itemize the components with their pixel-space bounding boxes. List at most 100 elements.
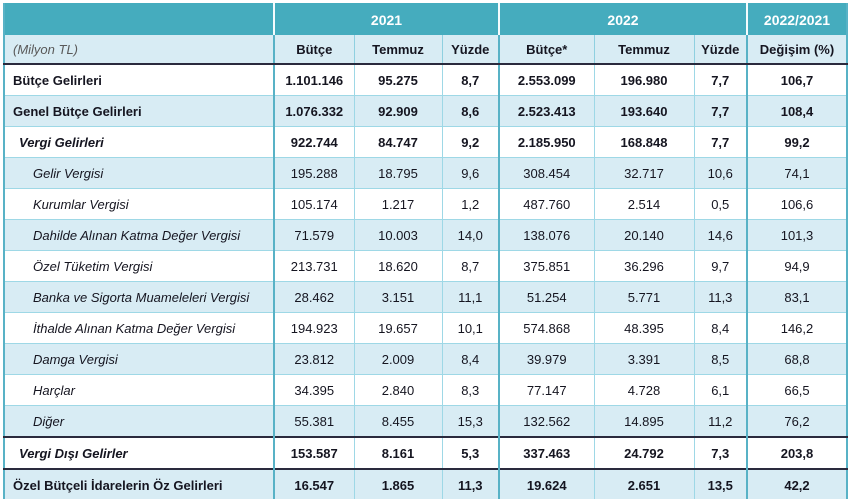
cell-value: 8.455 — [353, 405, 442, 437]
cell-value: 23.812 — [273, 343, 354, 375]
table-row: Damga Vergisi 23.812 2.009 8,4 39.979 3.391 8,… — [4, 343, 847, 375]
table-row: Dahilde Alınan Katma Değer Vergisi 71.579… — [4, 219, 847, 251]
cell-value: 1.865 — [353, 468, 442, 499]
row-label: Diğer — [4, 405, 274, 437]
unit-label: (Milyon TL) — [4, 35, 274, 65]
cell-value: 66,5 — [746, 374, 847, 406]
year-band-corner — [4, 3, 274, 35]
cell-value: 213.731 — [273, 250, 354, 282]
cell-value: 2.009 — [353, 343, 442, 375]
table-row: İthalde Alınan Katma Değer Vergisi 194.92… — [4, 312, 847, 344]
cell-value: 7,7 — [693, 126, 747, 158]
row-label: Damga Vergisi — [4, 343, 274, 375]
cell-value: 51.254 — [498, 281, 594, 313]
cell-value: 8,7 — [441, 63, 499, 96]
cell-value: 42,2 — [746, 468, 847, 499]
cell-value: 153.587 — [273, 436, 354, 469]
budget-revenues-table: 2021 2022 2022/2021 (Milyon TL) Bütçe Temmuz… — [3, 3, 848, 499]
table-row: Genel Bütçe Gelirleri 1.076.332 92.909 8,6 2… — [4, 95, 847, 127]
cell-value: 9,6 — [441, 157, 499, 189]
table-row: Özel Bütçeli İdarelerin Öz Gelirleri 16.5… — [4, 468, 847, 499]
cell-value: 574.868 — [498, 312, 594, 344]
cell-value: 337.463 — [498, 436, 594, 469]
cell-value: 9,2 — [441, 126, 499, 158]
cell-value: 193.640 — [593, 95, 694, 127]
cell-value: 32.717 — [593, 157, 694, 189]
cell-value: 308.454 — [498, 157, 594, 189]
cell-value: 74,1 — [746, 157, 847, 189]
table-row: Diğer 55.381 8.455 15,3 132.562 14.895 11,2 76,… — [4, 405, 847, 437]
table-row: Vergi Dışı Gelirler 153.587 8.161 5,3 337.46… — [4, 436, 847, 469]
cell-value: 95.275 — [353, 63, 442, 96]
cell-value: 28.462 — [273, 281, 354, 313]
cell-value: 1.076.332 — [273, 95, 354, 127]
cell-value: 8,4 — [441, 343, 499, 375]
cell-value: 83,1 — [746, 281, 847, 313]
cell-value: 3.151 — [353, 281, 442, 313]
cell-value: 14.895 — [593, 405, 694, 437]
cell-value: 487.760 — [498, 188, 594, 220]
cell-value: 2.553.099 — [498, 63, 594, 96]
cell-value: 168.848 — [593, 126, 694, 158]
cell-value: 203,8 — [746, 436, 847, 469]
cell-value: 20.140 — [593, 219, 694, 251]
cell-value: 6,1 — [693, 374, 747, 406]
year-band-row: 2021 2022 2022/2021 — [4, 3, 847, 35]
cell-value: 7,3 — [693, 436, 747, 469]
cell-value: 84.747 — [353, 126, 442, 158]
cell-value: 0,5 — [693, 188, 747, 220]
cell-value: 18.620 — [353, 250, 442, 282]
year-group-2022: 2022 — [498, 3, 747, 35]
cell-value: 16.547 — [273, 468, 354, 499]
cell-value: 18.795 — [353, 157, 442, 189]
column-header-row: (Milyon TL) Bütçe Temmuz Yüzde Bütçe* Temmuz Y… — [4, 35, 847, 65]
row-label: Vergi Gelirleri — [4, 126, 274, 158]
cell-value: 7,7 — [693, 95, 747, 127]
cell-value: 48.395 — [593, 312, 694, 344]
row-label: Kurumlar Vergisi — [4, 188, 274, 220]
cell-value: 375.851 — [498, 250, 594, 282]
cell-value: 11,3 — [693, 281, 747, 313]
cell-value: 24.792 — [593, 436, 694, 469]
cell-value: 1,2 — [441, 188, 499, 220]
cell-value: 8,5 — [693, 343, 747, 375]
column-header: Yüzde — [693, 35, 747, 65]
cell-value: 5.771 — [593, 281, 694, 313]
cell-value: 2.514 — [593, 188, 694, 220]
cell-value: 11,3 — [441, 468, 499, 499]
table-row: Özel Tüketim Vergisi 213.731 18.620 8,7 375.… — [4, 250, 847, 282]
cell-value: 11,1 — [441, 281, 499, 313]
table-row: Kurumlar Vergisi 105.174 1.217 1,2 487.760 2.… — [4, 188, 847, 220]
cell-value: 36.296 — [593, 250, 694, 282]
row-label: Genel Bütçe Gelirleri — [4, 95, 274, 127]
cell-value: 2.523.413 — [498, 95, 594, 127]
cell-value: 8,3 — [441, 374, 499, 406]
row-label: Dahilde Alınan Katma Değer Vergisi — [4, 219, 274, 251]
cell-value: 1.217 — [353, 188, 442, 220]
cell-value: 10,1 — [441, 312, 499, 344]
cell-value: 1.101.146 — [273, 63, 354, 96]
cell-value: 8,4 — [693, 312, 747, 344]
cell-value: 15,3 — [441, 405, 499, 437]
cell-value: 194.923 — [273, 312, 354, 344]
cell-value: 92.909 — [353, 95, 442, 127]
cell-value: 76,2 — [746, 405, 847, 437]
column-header: Yüzde — [441, 35, 499, 65]
year-group-2022-2021: 2022/2021 — [746, 3, 847, 35]
cell-value: 10.003 — [353, 219, 442, 251]
cell-value: 68,8 — [746, 343, 847, 375]
cell-value: 99,2 — [746, 126, 847, 158]
column-header: Bütçe* — [498, 35, 594, 65]
cell-value: 14,6 — [693, 219, 747, 251]
cell-value: 146,2 — [746, 312, 847, 344]
table-row: Harçlar 34.395 2.840 8,3 77.147 4.728 6,1 66,5 — [4, 374, 847, 406]
row-label: Özel Tüketim Vergisi — [4, 250, 274, 282]
cell-value: 19.657 — [353, 312, 442, 344]
cell-value: 101,3 — [746, 219, 847, 251]
cell-value: 105.174 — [273, 188, 354, 220]
column-header: Temmuz — [353, 35, 442, 65]
cell-value: 8,7 — [441, 250, 499, 282]
cell-value: 9,7 — [693, 250, 747, 282]
table-body: Bütçe Gelirleri 1.101.146 95.275 8,7 2.553.0… — [4, 63, 847, 499]
column-header: Bütçe — [273, 35, 354, 65]
